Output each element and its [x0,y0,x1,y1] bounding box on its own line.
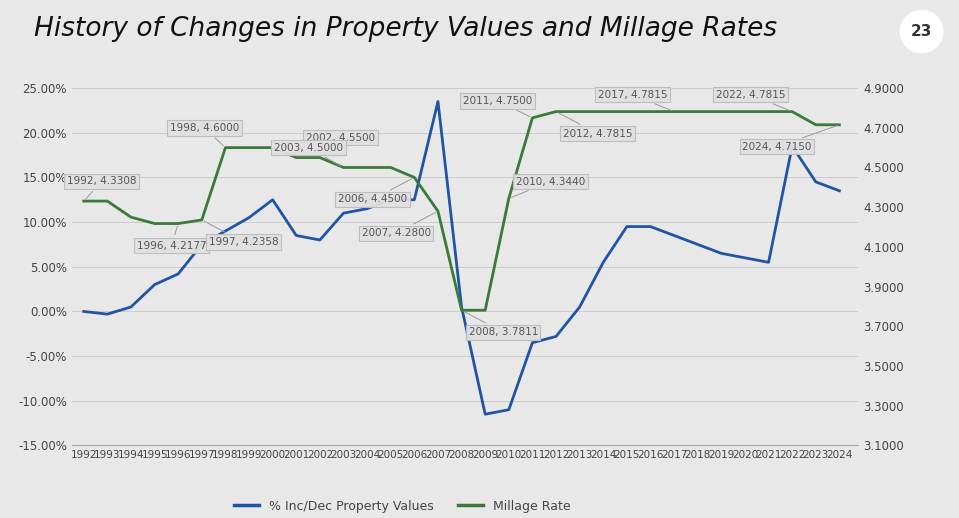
Text: 23: 23 [911,24,932,39]
Text: 2006, 4.4500: 2006, 4.4500 [338,179,411,205]
Circle shape [900,10,944,53]
Text: 2007, 4.2800: 2007, 4.2800 [362,212,435,238]
Text: 2022, 4.7815: 2022, 4.7815 [715,90,789,110]
Text: 1998, 4.6000: 1998, 4.6000 [170,123,239,146]
Text: 2003, 4.5000: 2003, 4.5000 [274,143,343,166]
Text: 2002, 4.5500: 2002, 4.5500 [306,133,375,155]
Legend: % Inc/Dec Property Values, Millage Rate: % Inc/Dec Property Values, Millage Rate [228,495,576,518]
Text: 1997, 4.2358: 1997, 4.2358 [204,221,278,247]
Text: History of Changes in Property Values and Millage Rates: History of Changes in Property Values an… [34,16,777,41]
Text: 2010, 4.3440: 2010, 4.3440 [511,177,585,197]
Text: 2008, 3.7811: 2008, 3.7811 [464,311,538,337]
Text: 2012, 4.7815: 2012, 4.7815 [558,113,633,139]
Text: 2024, 4.7150: 2024, 4.7150 [742,126,837,152]
Text: 2017, 4.7815: 2017, 4.7815 [597,90,671,110]
Text: 1992, 4.3308: 1992, 4.3308 [67,177,136,199]
Text: 2011, 4.7500: 2011, 4.7500 [463,96,532,117]
Text: 1996, 4.2177: 1996, 4.2177 [136,226,206,251]
